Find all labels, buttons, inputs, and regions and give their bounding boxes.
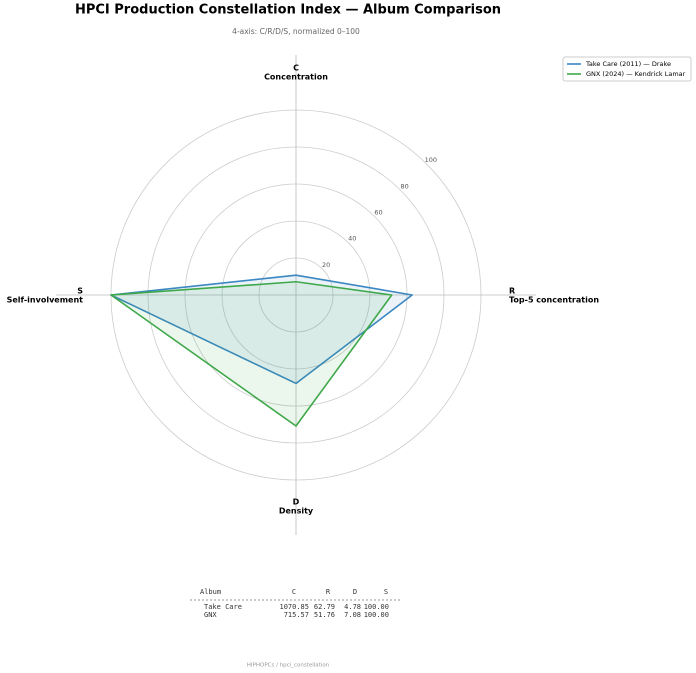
table-cell: 4.78 [344, 603, 361, 611]
table-header: Album [200, 588, 221, 596]
r-tick-label: 40 [348, 235, 356, 243]
table-cell: GNX [204, 611, 217, 619]
legend-box [562, 56, 692, 82]
axis-title: Density [279, 507, 314, 516]
axis-title: Concentration [264, 73, 328, 82]
r-tick-label: 80 [401, 182, 409, 190]
table-cell: Take Care [204, 603, 242, 611]
legend-label: Take Care (2011) — Drake [585, 60, 671, 68]
table-cell: 7.08 [344, 611, 361, 619]
axis-label: R [509, 287, 515, 296]
axis-label: D [293, 498, 300, 507]
footer: HIPHOPCs / hpci_constellation [247, 663, 330, 669]
table-cell: 100.00 [364, 603, 389, 611]
r-tick-label: 20 [322, 261, 330, 269]
chart-subtitle: 4-axis: C/R/D/S, normalized 0–100 [232, 27, 360, 36]
series-line [110, 274, 413, 385]
table-header: S [384, 588, 388, 596]
r-tick-label: 60 [374, 209, 382, 217]
table-header: C [292, 588, 296, 596]
table-cell: 51.76 [314, 611, 335, 619]
table-cell: 62.79 [314, 603, 335, 611]
axis-label: C [293, 64, 299, 73]
series-area [111, 275, 413, 384]
series-line [110, 280, 393, 427]
table-cell: 1070.85 [279, 603, 309, 611]
axis-label: S [77, 287, 83, 296]
legend-label: GNX (2024) — Kendrick Lamar [586, 70, 686, 78]
table-header: R [326, 588, 331, 596]
axis-title: Top-5 concentration [509, 296, 599, 305]
r-tick-label: 100 [425, 156, 437, 164]
chart-title: HPCI Production Constellation Index — Al… [75, 3, 501, 18]
axis-title: Self-involvement [7, 296, 84, 305]
table-header: D [353, 588, 357, 596]
table-cell: 100.00 [364, 611, 389, 619]
table-cell: 715.57 [284, 611, 309, 619]
